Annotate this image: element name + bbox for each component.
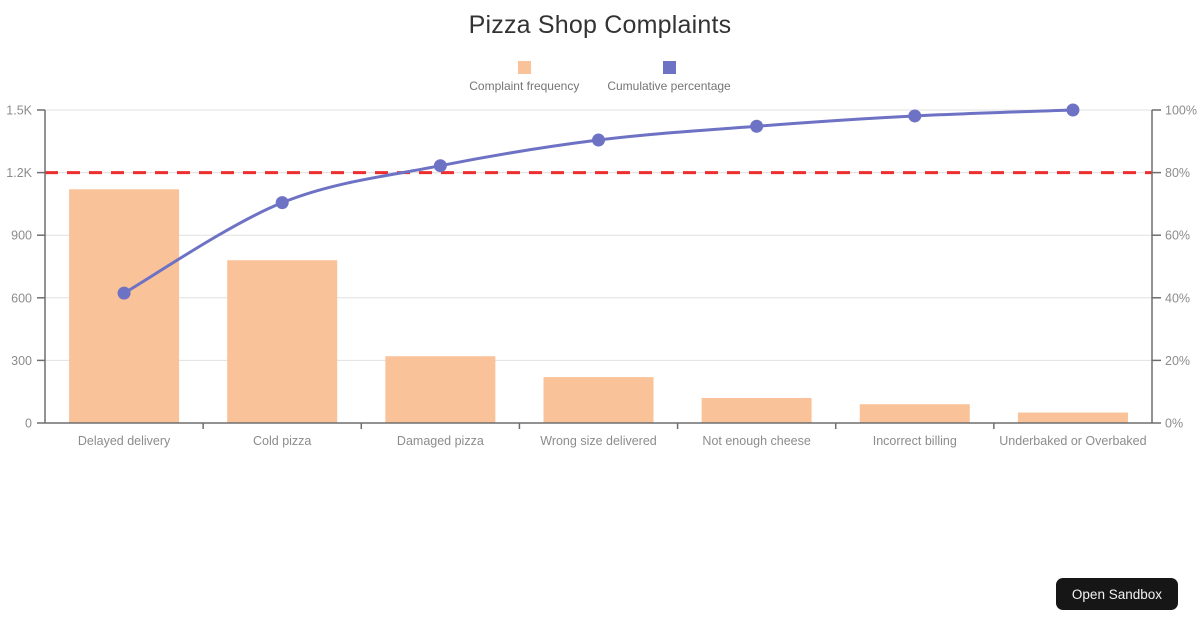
y-tick-label-right: 20%: [1165, 354, 1190, 368]
y-tick-label-left: 300: [11, 354, 32, 368]
x-category-label: Damaged pizza: [397, 434, 484, 448]
legend-label: Cumulative percentage: [607, 79, 731, 93]
y-tick-label-left: 1.5K: [6, 104, 32, 118]
y-tick-label-right: 0%: [1165, 417, 1183, 431]
legend-item-cumulative-percentage[interactable]: Cumulative percentage: [607, 61, 731, 93]
y-tick-label-right: 60%: [1165, 229, 1190, 243]
x-category-label: Delayed delivery: [78, 434, 171, 448]
y-tick-label-right: 40%: [1165, 291, 1190, 305]
legend-label: Complaint frequency: [469, 79, 580, 93]
frequency-bar[interactable]: [385, 356, 496, 423]
legend-swatch-line: [662, 61, 676, 74]
cumulative-point[interactable]: [750, 119, 764, 133]
y-tick-label-left: 900: [11, 229, 32, 243]
frequency-bar[interactable]: [69, 189, 180, 423]
frequency-bar[interactable]: [701, 397, 812, 423]
y-tick-label-right: 100%: [1165, 104, 1197, 118]
y-tick-label-right: 80%: [1165, 166, 1190, 180]
legend-item-complaint-frequency[interactable]: Complaint frequency: [469, 61, 579, 93]
open-sandbox-button[interactable]: Open Sandbox: [1055, 578, 1178, 610]
x-category-label: Incorrect billing: [873, 434, 957, 448]
frequency-bar[interactable]: [543, 377, 654, 423]
y-tick-label-left: 1.2K: [6, 166, 32, 180]
cumulative-point[interactable]: [592, 133, 605, 147]
y-tick-label-left: 600: [11, 291, 32, 305]
cumulative-point[interactable]: [433, 159, 447, 173]
x-category-label: Underbaked or Overbaked: [999, 434, 1146, 448]
cumulative-point[interactable]: [275, 196, 289, 210]
cumulative-point[interactable]: [908, 109, 922, 123]
x-category-label: Cold pizza: [253, 434, 311, 448]
frequency-bar[interactable]: [859, 404, 970, 423]
cumulative-point[interactable]: [1066, 103, 1080, 117]
y-tick-label-left: 0: [25, 417, 32, 431]
frequency-bar[interactable]: [1017, 412, 1128, 423]
x-category-label: Wrong size delivered: [540, 434, 657, 448]
pareto-chart: 0 300 600 900 1.2K 1.5K 0% 20% 40% 60% 80% 100% Dela…: [6, 103, 1197, 448]
cumulative-point[interactable]: [117, 286, 131, 300]
chart-title: Pizza Shop Complaints: [468, 11, 732, 39]
frequency-bar[interactable]: [227, 260, 338, 423]
legend-swatch-bar: [517, 61, 531, 74]
x-category-label: Not enough cheese: [702, 434, 810, 448]
chart-legend: Complaint frequency Cumulative percentag…: [0, 61, 1200, 93]
